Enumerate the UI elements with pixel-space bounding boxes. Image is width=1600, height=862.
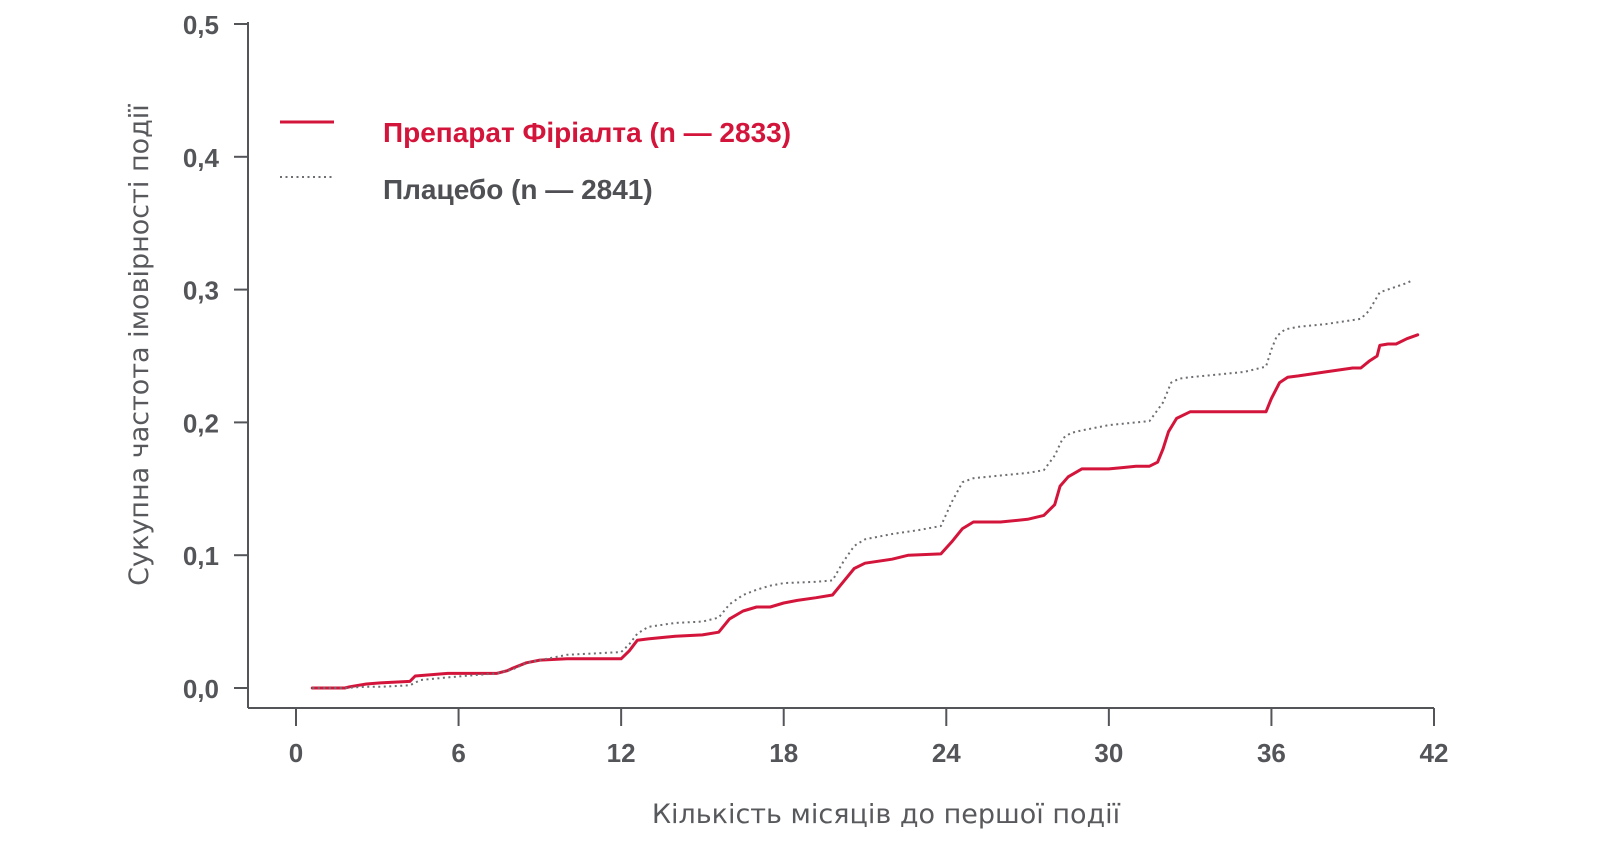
series-line-fiarialta xyxy=(310,333,1420,690)
y-tick-label: 0,5 xyxy=(183,10,219,40)
y-tick-label: 0,1 xyxy=(183,541,219,571)
y-ticks: 0,0 0,1 0,2 0,3 0,4 0,5 xyxy=(183,10,248,704)
axes xyxy=(247,22,1434,709)
x-tick-label: 0 xyxy=(289,738,303,768)
x-tick-label: 24 xyxy=(932,738,961,768)
x-tick-label: 12 xyxy=(607,738,636,768)
y-tick-label: 0,0 xyxy=(183,674,219,704)
y-axis-title: Сукупна частота імовірності події xyxy=(124,104,155,586)
x-ticks: 0 6 12 18 24 30 36 42 xyxy=(289,708,1449,768)
x-axis-title: Кількість місяців до першої події xyxy=(652,799,1121,830)
series-layer xyxy=(310,279,1420,690)
x-tick-label: 36 xyxy=(1257,738,1286,768)
y-tick-label: 0,4 xyxy=(183,143,220,173)
series-line-placebo xyxy=(312,279,1413,689)
x-tick-label: 42 xyxy=(1420,738,1449,768)
y-tick-label: 0,3 xyxy=(183,276,219,306)
legend: Препарат Фіріалта (n — 2833) Плацебо (n … xyxy=(280,117,791,205)
x-tick-label: 18 xyxy=(769,738,798,768)
x-tick-label: 6 xyxy=(451,738,465,768)
x-tick-label: 30 xyxy=(1094,738,1123,768)
legend-label-placebo: Плацебо (n — 2841) xyxy=(383,174,653,205)
y-tick-label: 0,2 xyxy=(183,408,219,438)
legend-label-fiarialta: Препарат Фіріалта (n — 2833) xyxy=(383,117,791,148)
